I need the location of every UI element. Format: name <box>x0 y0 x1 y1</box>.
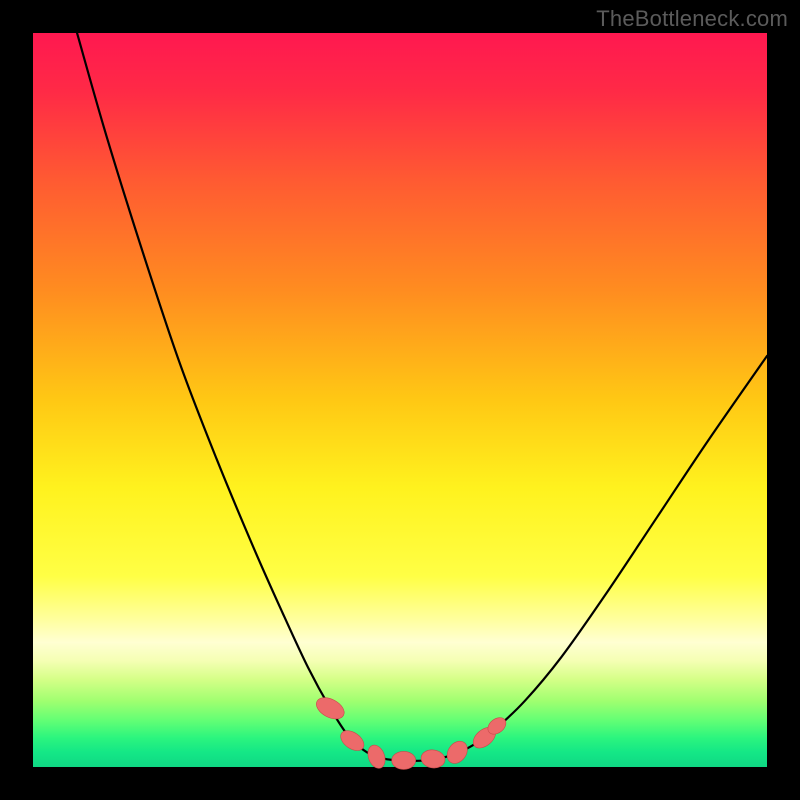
curve-marker <box>365 743 388 771</box>
curve-marker <box>420 748 446 769</box>
stage: TheBottleneck.com <box>0 0 800 800</box>
curve-marker-group <box>0 0 800 800</box>
curve-marker <box>313 693 348 723</box>
curve-marker <box>443 737 472 767</box>
curve-marker <box>392 751 416 769</box>
watermark-text: TheBottleneck.com <box>596 6 788 31</box>
curve-marker <box>337 727 367 755</box>
